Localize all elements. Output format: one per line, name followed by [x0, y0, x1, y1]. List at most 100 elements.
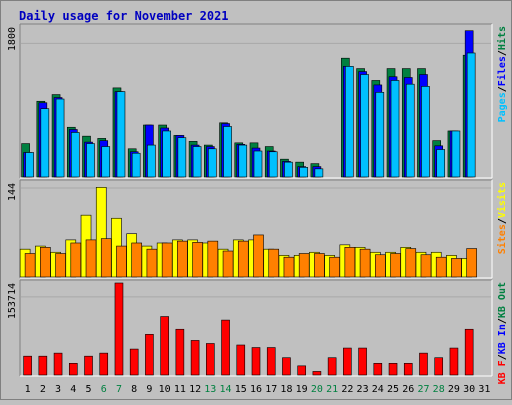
bar-kbf-day-6 [99, 352, 109, 376]
bar-sites-day-26 [405, 248, 417, 278]
panel-top-ymax-label: 1800 [7, 27, 18, 51]
bar-pages-day-27 [421, 86, 430, 178]
bar-kbf-day-17 [266, 347, 276, 376]
x-tick-label-6: 6 [101, 384, 107, 395]
bar-kbf-day-8 [129, 348, 139, 376]
x-tick-label-17: 17 [265, 384, 277, 395]
bar-sites-day-25 [390, 253, 401, 278]
bar-sites-day-8 [131, 242, 142, 278]
x-tick-label-29: 29 [448, 384, 460, 395]
bar-kbf-day-11 [175, 328, 185, 376]
bar-pages-day-5 [86, 143, 95, 178]
bar-pages-day-12 [192, 146, 202, 178]
legend-part-bottom-2: KB In [497, 324, 508, 354]
bar-sites-day-30 [466, 248, 477, 278]
legend-part-bottom-0: KB F [497, 360, 508, 384]
legend-part-middle-0: Sites [496, 224, 508, 254]
legend-part-top-3: / [497, 50, 508, 56]
bar-sites-day-10 [161, 242, 173, 278]
legend-part-middle-1: / [497, 218, 508, 224]
panel-middle-legend: Sites/Visits [496, 182, 508, 254]
bar-sites-day-22 [344, 247, 356, 278]
bar-kbf-day-10 [160, 316, 169, 376]
bar-pages-day-7 [116, 91, 126, 178]
bar-kbf-day-5 [84, 355, 93, 376]
bar-sites-day-24 [375, 254, 386, 278]
bar-kbf-day-23 [358, 347, 367, 376]
x-tick-label-19: 19 [296, 384, 308, 395]
bar-kbf-day-13 [206, 343, 215, 376]
bar-pages-day-16 [253, 150, 263, 178]
bar-pages-day-1 [25, 152, 34, 178]
bar-pages-day-3 [55, 98, 65, 178]
legend-part-top-0: Pages [497, 92, 508, 122]
x-tick-label-26: 26 [402, 384, 414, 395]
legend-part-bottom-3: / [497, 318, 508, 324]
bar-sites-day-13 [207, 240, 219, 278]
bar-sites-day-16 [253, 234, 264, 278]
bar-sites-day-23 [359, 248, 371, 278]
bar-pages-day-13 [208, 148, 217, 178]
x-tick-label-24: 24 [372, 384, 384, 395]
bar-sites-day-21 [329, 256, 340, 278]
bar-pages-day-30 [466, 52, 476, 178]
bar-sites-day-5 [85, 239, 97, 278]
legend-part-top-1: / [497, 86, 508, 92]
x-tick-label-14: 14 [220, 384, 232, 395]
x-tick-label-27: 27 [417, 384, 429, 395]
x-tick-label-22: 22 [341, 384, 353, 395]
x-tick-label-21: 21 [326, 384, 338, 395]
bar-pages-day-28 [436, 149, 446, 178]
bar-pages-day-26 [405, 83, 415, 178]
bar-pages-day-11 [177, 137, 187, 178]
x-tick-label-9: 9 [146, 384, 152, 395]
bar-pages-day-6 [101, 146, 111, 178]
x-tick-label-20: 20 [311, 384, 323, 395]
bar-pages-day-2 [40, 108, 50, 178]
x-tick-label-11: 11 [174, 384, 186, 395]
bar-sites-day-1 [24, 253, 36, 278]
bar-pages-day-20 [314, 168, 324, 178]
bar-sites-day-4 [70, 242, 82, 278]
bar-pages-day-15 [238, 144, 248, 178]
x-tick-label-4: 4 [70, 384, 76, 395]
bar-sites-day-18 [283, 256, 295, 278]
bar-kbf-day-16 [251, 347, 261, 376]
x-tick-label-3: 3 [55, 384, 61, 395]
bar-kbf-day-22 [343, 347, 352, 376]
bar-sites-day-28 [435, 256, 447, 278]
panel-middle-ymax-label: 144 [7, 183, 18, 201]
x-tick-label-31: 31 [478, 384, 490, 395]
bar-kbf-day-15 [236, 344, 246, 376]
x-tick-label-10: 10 [159, 384, 171, 395]
x-tick-label-7: 7 [116, 384, 122, 395]
bar-kbf-day-2 [38, 355, 48, 376]
x-tick-label-25: 25 [387, 384, 399, 395]
bar-sites-day-11 [177, 240, 188, 278]
legend-part-bottom-4: KB Out [497, 282, 508, 318]
bar-kbf-day-20 [312, 371, 322, 376]
bar-sites-day-17 [268, 248, 280, 278]
chart-title: Daily usage for November 2021 [19, 9, 229, 23]
legend-part-middle-2: Visits [496, 182, 508, 218]
x-tick-label-5: 5 [86, 384, 92, 395]
bar-pages-day-25 [390, 80, 400, 178]
bar-pages-day-19 [299, 167, 308, 178]
bar-kbf-day-26 [403, 363, 413, 376]
bar-kbf-day-7 [114, 282, 124, 376]
bar-sites-day-3 [55, 253, 66, 278]
bar-sites-day-14 [222, 250, 234, 278]
x-tick-label-1: 1 [25, 384, 31, 395]
bar-kbf-day-3 [53, 352, 63, 376]
bar-kbf-day-4 [68, 363, 78, 376]
bar-kbf-day-27 [419, 352, 428, 376]
bar-sites-day-2 [40, 247, 51, 278]
bar-pages-day-29 [451, 130, 461, 178]
bar-pages-day-8 [131, 152, 141, 178]
bar-sites-day-29 [451, 258, 462, 278]
bar-sites-day-9 [146, 248, 158, 278]
bar-pages-day-10 [162, 130, 171, 178]
bar-pages-day-22 [345, 66, 354, 178]
